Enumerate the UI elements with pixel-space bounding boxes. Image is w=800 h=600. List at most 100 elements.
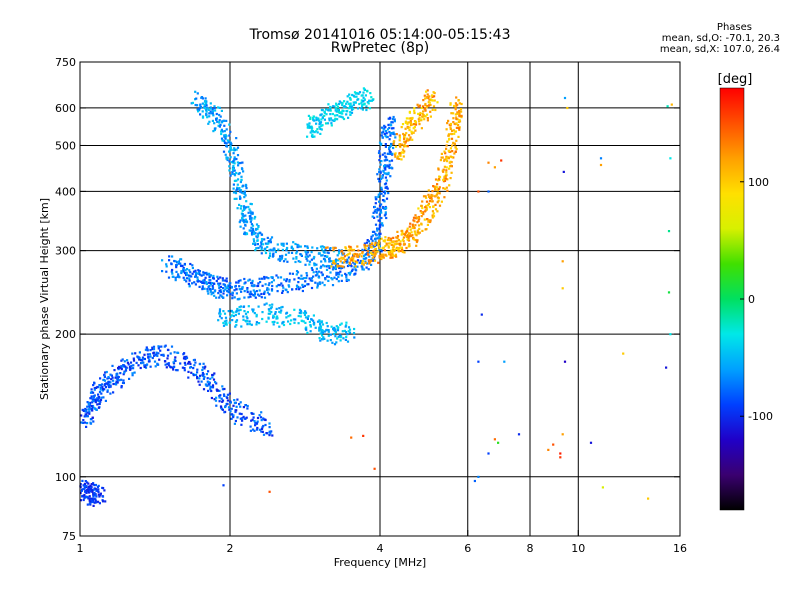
data-point bbox=[294, 318, 297, 321]
data-point bbox=[421, 200, 424, 203]
data-point bbox=[291, 247, 295, 250]
data-point bbox=[264, 418, 267, 421]
x-tick-label: 6 bbox=[464, 542, 471, 555]
data-point bbox=[284, 258, 287, 261]
data-point bbox=[103, 375, 106, 378]
data-point bbox=[369, 99, 372, 102]
data-point bbox=[147, 355, 150, 358]
y-axis-label: Stationary phase Virtual Height [km] bbox=[38, 198, 51, 400]
data-point bbox=[362, 87, 365, 90]
data-point bbox=[451, 144, 454, 147]
colorbar-tick-label: -100 bbox=[748, 410, 773, 423]
data-point bbox=[416, 103, 419, 106]
data-point bbox=[391, 152, 394, 155]
data-point bbox=[497, 441, 500, 444]
data-point bbox=[345, 324, 348, 327]
data-point bbox=[165, 265, 168, 268]
data-point bbox=[313, 323, 316, 326]
data-point bbox=[353, 255, 356, 258]
data-point bbox=[409, 117, 412, 120]
data-point bbox=[204, 276, 207, 279]
data-point bbox=[265, 302, 268, 305]
data-point bbox=[242, 318, 245, 321]
data-point bbox=[345, 274, 348, 277]
data-point bbox=[225, 157, 228, 160]
data-point bbox=[403, 134, 407, 137]
data-point bbox=[347, 253, 350, 256]
data-point bbox=[143, 353, 146, 356]
data-point bbox=[329, 109, 332, 112]
data-point bbox=[232, 164, 235, 168]
data-point bbox=[319, 332, 322, 335]
data-point bbox=[421, 115, 424, 118]
data-point bbox=[134, 352, 137, 355]
data-point bbox=[111, 376, 114, 379]
data-point bbox=[366, 90, 369, 93]
data-point bbox=[449, 177, 452, 180]
data-point bbox=[390, 166, 393, 169]
data-point bbox=[324, 278, 327, 281]
data-point bbox=[94, 401, 97, 404]
data-point bbox=[347, 102, 350, 105]
data-point bbox=[221, 277, 224, 280]
data-point bbox=[110, 374, 113, 377]
data-point bbox=[309, 116, 312, 119]
data-point bbox=[374, 240, 377, 243]
data-point bbox=[196, 92, 199, 95]
data-point bbox=[293, 278, 296, 281]
data-point bbox=[384, 211, 387, 214]
data-point bbox=[229, 315, 232, 318]
data-point bbox=[233, 173, 236, 176]
data-point bbox=[389, 152, 392, 155]
data-point bbox=[330, 277, 333, 280]
data-point bbox=[217, 292, 220, 295]
data-point bbox=[91, 416, 94, 419]
data-point bbox=[243, 296, 246, 299]
data-point bbox=[378, 159, 381, 162]
data-point bbox=[361, 103, 364, 107]
data-point bbox=[260, 243, 263, 246]
data-point bbox=[208, 287, 211, 291]
data-point bbox=[305, 257, 308, 260]
data-point bbox=[364, 261, 367, 264]
data-point bbox=[99, 386, 102, 389]
data-point bbox=[408, 235, 411, 238]
data-point bbox=[416, 240, 419, 243]
data-point bbox=[343, 255, 346, 258]
data-point bbox=[238, 221, 241, 224]
data-point bbox=[318, 319, 321, 322]
data-point bbox=[190, 371, 193, 374]
data-point bbox=[271, 284, 274, 288]
data-point bbox=[359, 259, 362, 263]
data-point bbox=[397, 238, 400, 242]
data-point bbox=[237, 279, 240, 283]
data-point bbox=[197, 269, 200, 272]
data-point bbox=[431, 194, 434, 198]
data-point bbox=[348, 261, 351, 264]
data-point bbox=[176, 369, 179, 372]
data-point bbox=[373, 244, 376, 247]
data-point bbox=[92, 493, 95, 496]
data-point bbox=[394, 152, 397, 155]
data-point bbox=[402, 239, 405, 243]
data-point bbox=[217, 282, 220, 285]
data-point bbox=[337, 102, 341, 106]
data-point bbox=[275, 285, 278, 288]
data-point bbox=[295, 256, 298, 259]
data-point bbox=[253, 420, 256, 423]
data-point bbox=[241, 209, 244, 212]
data-point bbox=[318, 326, 321, 329]
data-point bbox=[244, 184, 248, 187]
data-point bbox=[412, 216, 416, 219]
data-point bbox=[355, 95, 358, 98]
data-point bbox=[445, 158, 448, 161]
data-point bbox=[185, 271, 188, 274]
data-point bbox=[433, 99, 436, 102]
data-point bbox=[207, 292, 210, 295]
data-point bbox=[143, 364, 146, 367]
data-point bbox=[306, 259, 309, 262]
data-point bbox=[341, 116, 344, 119]
data-point bbox=[234, 320, 237, 323]
data-point bbox=[348, 273, 351, 276]
data-point bbox=[403, 150, 406, 153]
